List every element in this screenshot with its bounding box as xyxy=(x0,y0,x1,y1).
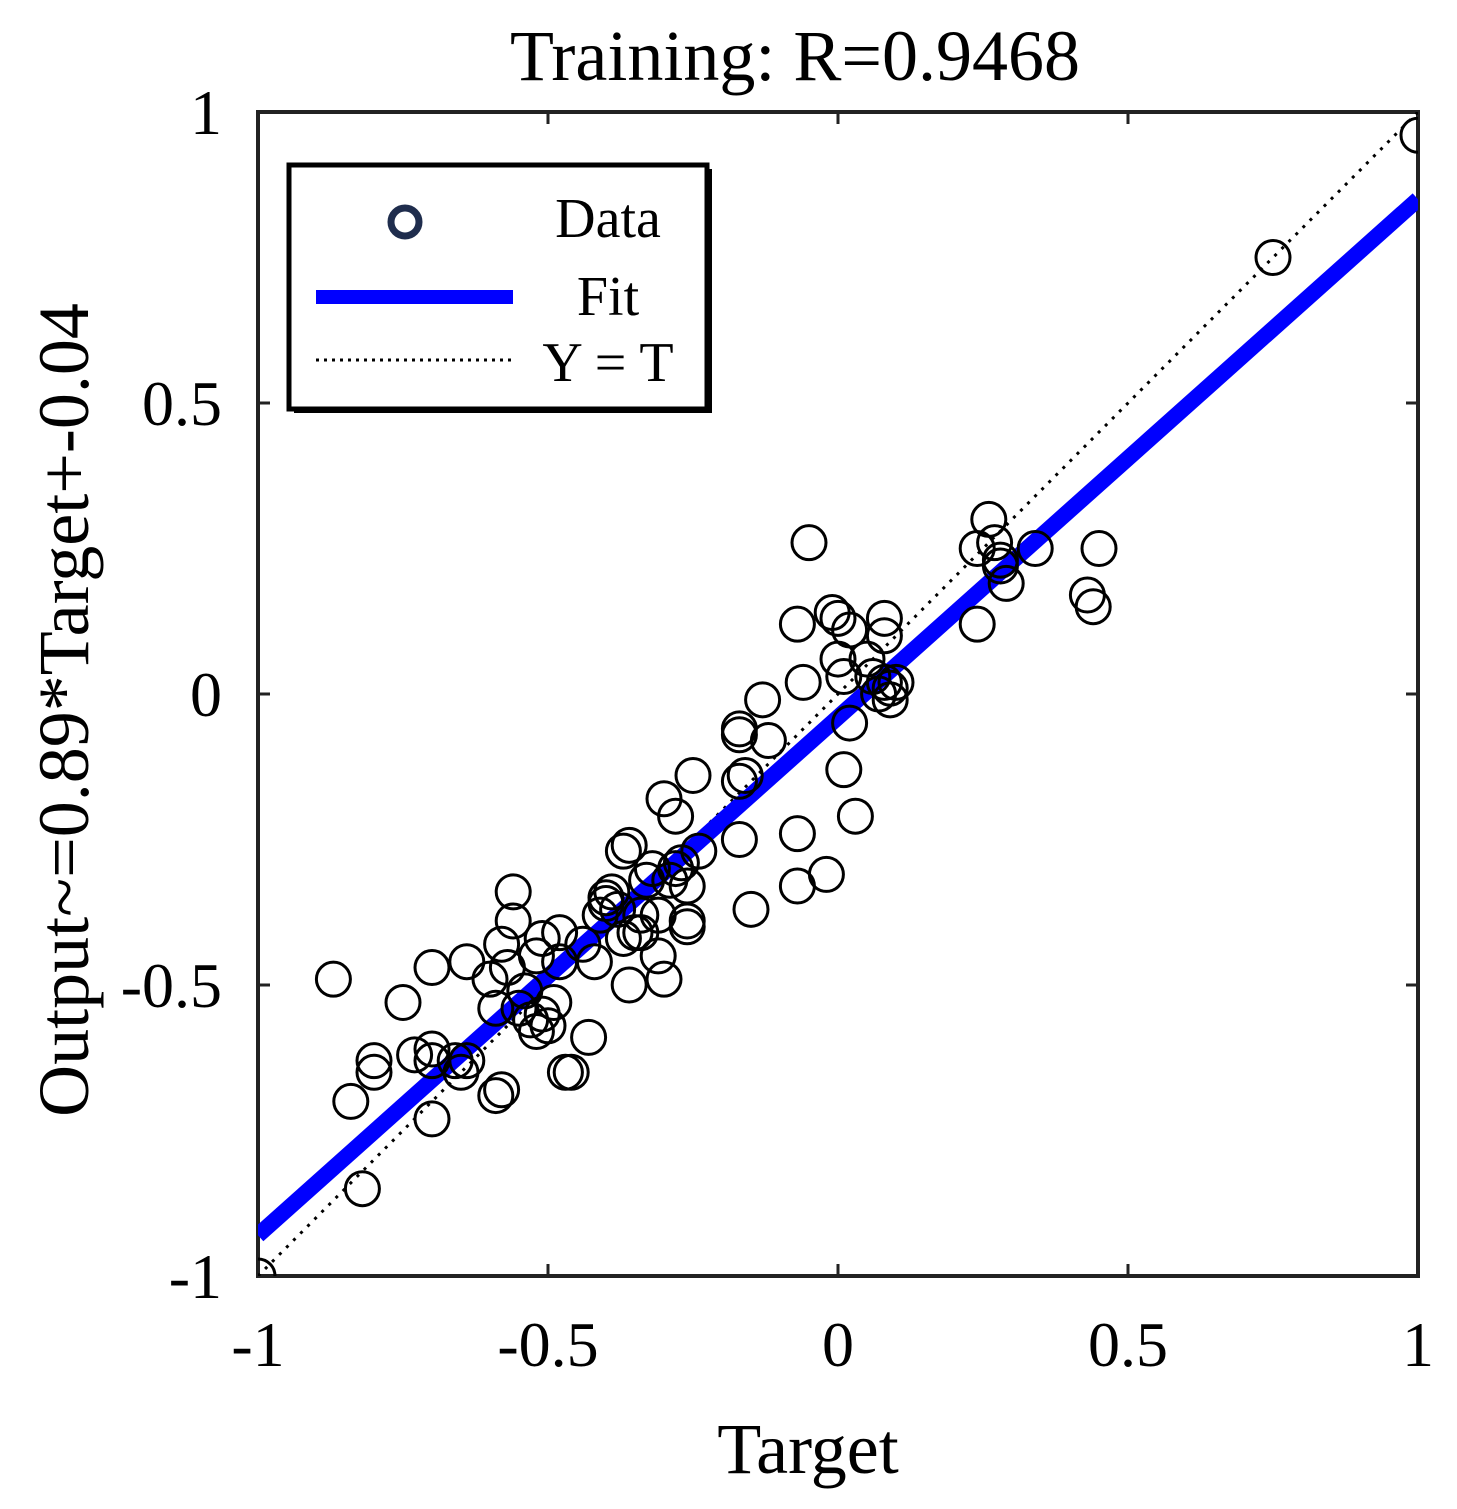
data-point xyxy=(477,989,515,1027)
data-point xyxy=(483,925,521,963)
data-point xyxy=(575,943,613,981)
data-point xyxy=(720,821,758,858)
data-point xyxy=(744,681,782,719)
legend-box xyxy=(286,162,710,412)
x-tick-label: 0 xyxy=(822,1309,854,1380)
data-point xyxy=(668,867,706,905)
data-point xyxy=(784,663,822,701)
data-point xyxy=(819,599,857,637)
data-points xyxy=(258,116,1418,1276)
x-tick-label: -1 xyxy=(231,1309,284,1380)
data-point xyxy=(413,1100,451,1138)
data-point xyxy=(958,605,996,643)
y-tick-label: -1 xyxy=(169,1241,222,1312)
data-point xyxy=(825,658,863,696)
x-tick-label: -0.5 xyxy=(497,1309,598,1380)
data-point xyxy=(645,960,683,998)
data-point xyxy=(836,797,874,835)
data-point xyxy=(1016,530,1054,567)
data-point xyxy=(477,1077,515,1115)
data-point xyxy=(355,1042,393,1080)
x-tick-labels: -1 -0.5 0 0.5 1 xyxy=(231,1309,1434,1380)
data-point xyxy=(448,943,486,981)
data-point xyxy=(413,1030,451,1068)
data-point xyxy=(720,762,758,800)
y-tick-label: 0.5 xyxy=(142,368,222,439)
y-tick-label: 1 xyxy=(190,77,222,148)
data-point xyxy=(831,704,869,742)
data-point xyxy=(541,914,579,952)
legend-data-marker xyxy=(387,204,423,240)
x-axis-label: Target xyxy=(717,1409,899,1489)
data-point xyxy=(877,663,915,701)
data-point xyxy=(384,983,422,1021)
data-point xyxy=(332,1082,370,1120)
data-point xyxy=(448,1042,486,1080)
data-point xyxy=(749,722,787,760)
y-tick-labels: -1 -0.5 0 0.5 1 xyxy=(121,77,222,1312)
data-point xyxy=(570,1018,608,1056)
data-point xyxy=(970,500,1008,538)
data-point xyxy=(593,873,631,911)
data-point xyxy=(778,605,816,643)
data-point xyxy=(587,879,625,917)
data-point xyxy=(535,983,573,1021)
data-point xyxy=(668,908,706,946)
y-tick-label: -0.5 xyxy=(121,950,222,1021)
chart-title: Training: R=0.9468 xyxy=(510,16,1080,96)
legend-identity-label: Y = T xyxy=(542,332,673,394)
data-point xyxy=(871,681,909,719)
data-point xyxy=(1074,588,1112,626)
data-point xyxy=(865,617,903,655)
legend-fit-label: Fit xyxy=(577,266,640,328)
data-point xyxy=(981,541,1019,579)
data-point xyxy=(976,524,1014,562)
data-point xyxy=(552,1053,590,1091)
data-point xyxy=(494,873,532,911)
legend-data-label: Data xyxy=(555,188,661,250)
data-point xyxy=(778,815,816,853)
data-point xyxy=(807,855,845,893)
data-point xyxy=(831,611,869,649)
data-point xyxy=(732,890,770,928)
y-axis-label: Output~=0.89*Target+-0.04 xyxy=(24,303,104,1117)
data-point xyxy=(494,902,532,940)
data-point xyxy=(657,797,695,835)
data-point xyxy=(825,751,863,789)
data-point xyxy=(604,832,642,870)
data-point xyxy=(1080,530,1118,567)
data-point xyxy=(314,960,352,998)
data-point xyxy=(639,937,677,975)
data-point xyxy=(674,756,712,794)
data-point xyxy=(483,1071,521,1109)
data-point xyxy=(517,937,555,975)
data-point xyxy=(610,966,648,1004)
data-point xyxy=(871,669,909,707)
data-point xyxy=(610,826,648,864)
data-point xyxy=(1399,116,1418,154)
data-point xyxy=(865,599,903,637)
data-point xyxy=(680,832,718,870)
x-tick-label: 0.5 xyxy=(1088,1309,1168,1380)
data-point xyxy=(726,756,764,794)
data-point xyxy=(987,564,1025,602)
data-point xyxy=(343,1170,381,1208)
data-point xyxy=(622,896,660,934)
data-point xyxy=(355,1053,393,1091)
x-tick-label: 1 xyxy=(1402,1309,1434,1380)
data-point xyxy=(1254,239,1292,276)
y-tick-label: 0 xyxy=(190,659,222,730)
data-point xyxy=(790,524,828,562)
data-point xyxy=(396,1036,434,1074)
legend: Data Fit Y = T xyxy=(286,162,712,413)
data-point xyxy=(529,1007,567,1045)
data-point xyxy=(865,663,903,701)
data-point xyxy=(413,949,451,987)
